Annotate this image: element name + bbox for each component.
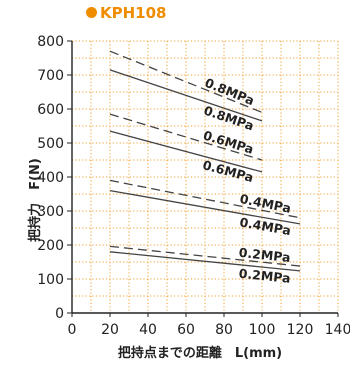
y-tick-label: 0 bbox=[55, 306, 64, 322]
series-line-solid bbox=[109, 189, 301, 225]
x-axis-label: 把持点までの距離 L(mm) bbox=[118, 345, 282, 361]
y-tick-label: 700 bbox=[37, 68, 64, 84]
grid-lines bbox=[72, 40, 339, 313]
title-bullet-icon bbox=[86, 7, 97, 18]
series-label: 0.4MPa bbox=[239, 191, 293, 216]
chart-title-text: KPH108 bbox=[100, 4, 167, 22]
series-line-solid bbox=[109, 69, 263, 122]
series-line-solid bbox=[109, 130, 263, 173]
y-tick-label: 600 bbox=[37, 102, 64, 118]
x-tick-label: 0 bbox=[68, 322, 77, 338]
series-line-dashed bbox=[109, 179, 301, 219]
y-axis-label: 把持力 F(N) bbox=[27, 158, 43, 242]
y-tick-label: 500 bbox=[37, 136, 64, 152]
x-tick-label: 60 bbox=[177, 322, 195, 338]
x-tick-label: 140 bbox=[325, 322, 350, 338]
series-label: 0.2MPa bbox=[238, 266, 291, 286]
chart-title: KPH108 bbox=[86, 4, 166, 22]
x-tick-label: 120 bbox=[287, 322, 314, 338]
y-tick-label: 800 bbox=[37, 34, 64, 50]
x-tick-label: 80 bbox=[215, 322, 233, 338]
tick-labels: 0 100 200 300 400 500 600 700 800 0 20 40 60 80 100 120… bbox=[37, 34, 350, 338]
series-line-dashed bbox=[109, 113, 263, 161]
y-tick-label: 200 bbox=[37, 238, 64, 254]
y-tick-label: 100 bbox=[37, 272, 64, 288]
series-label: 0.2MPa bbox=[238, 245, 291, 265]
x-tick-label: 40 bbox=[139, 322, 157, 338]
series-label: 0.6MPa bbox=[201, 157, 255, 185]
series-label: 0.4MPa bbox=[238, 214, 292, 238]
series-line-dashed bbox=[109, 245, 301, 267]
axes bbox=[67, 40, 339, 317]
x-tick-label: 20 bbox=[101, 322, 119, 338]
series-line-solid bbox=[109, 251, 301, 272]
y-tick-label: 300 bbox=[37, 204, 64, 220]
y-tick-label: 400 bbox=[37, 170, 64, 186]
series-lines bbox=[109, 50, 301, 272]
x-tick-label: 100 bbox=[249, 322, 276, 338]
